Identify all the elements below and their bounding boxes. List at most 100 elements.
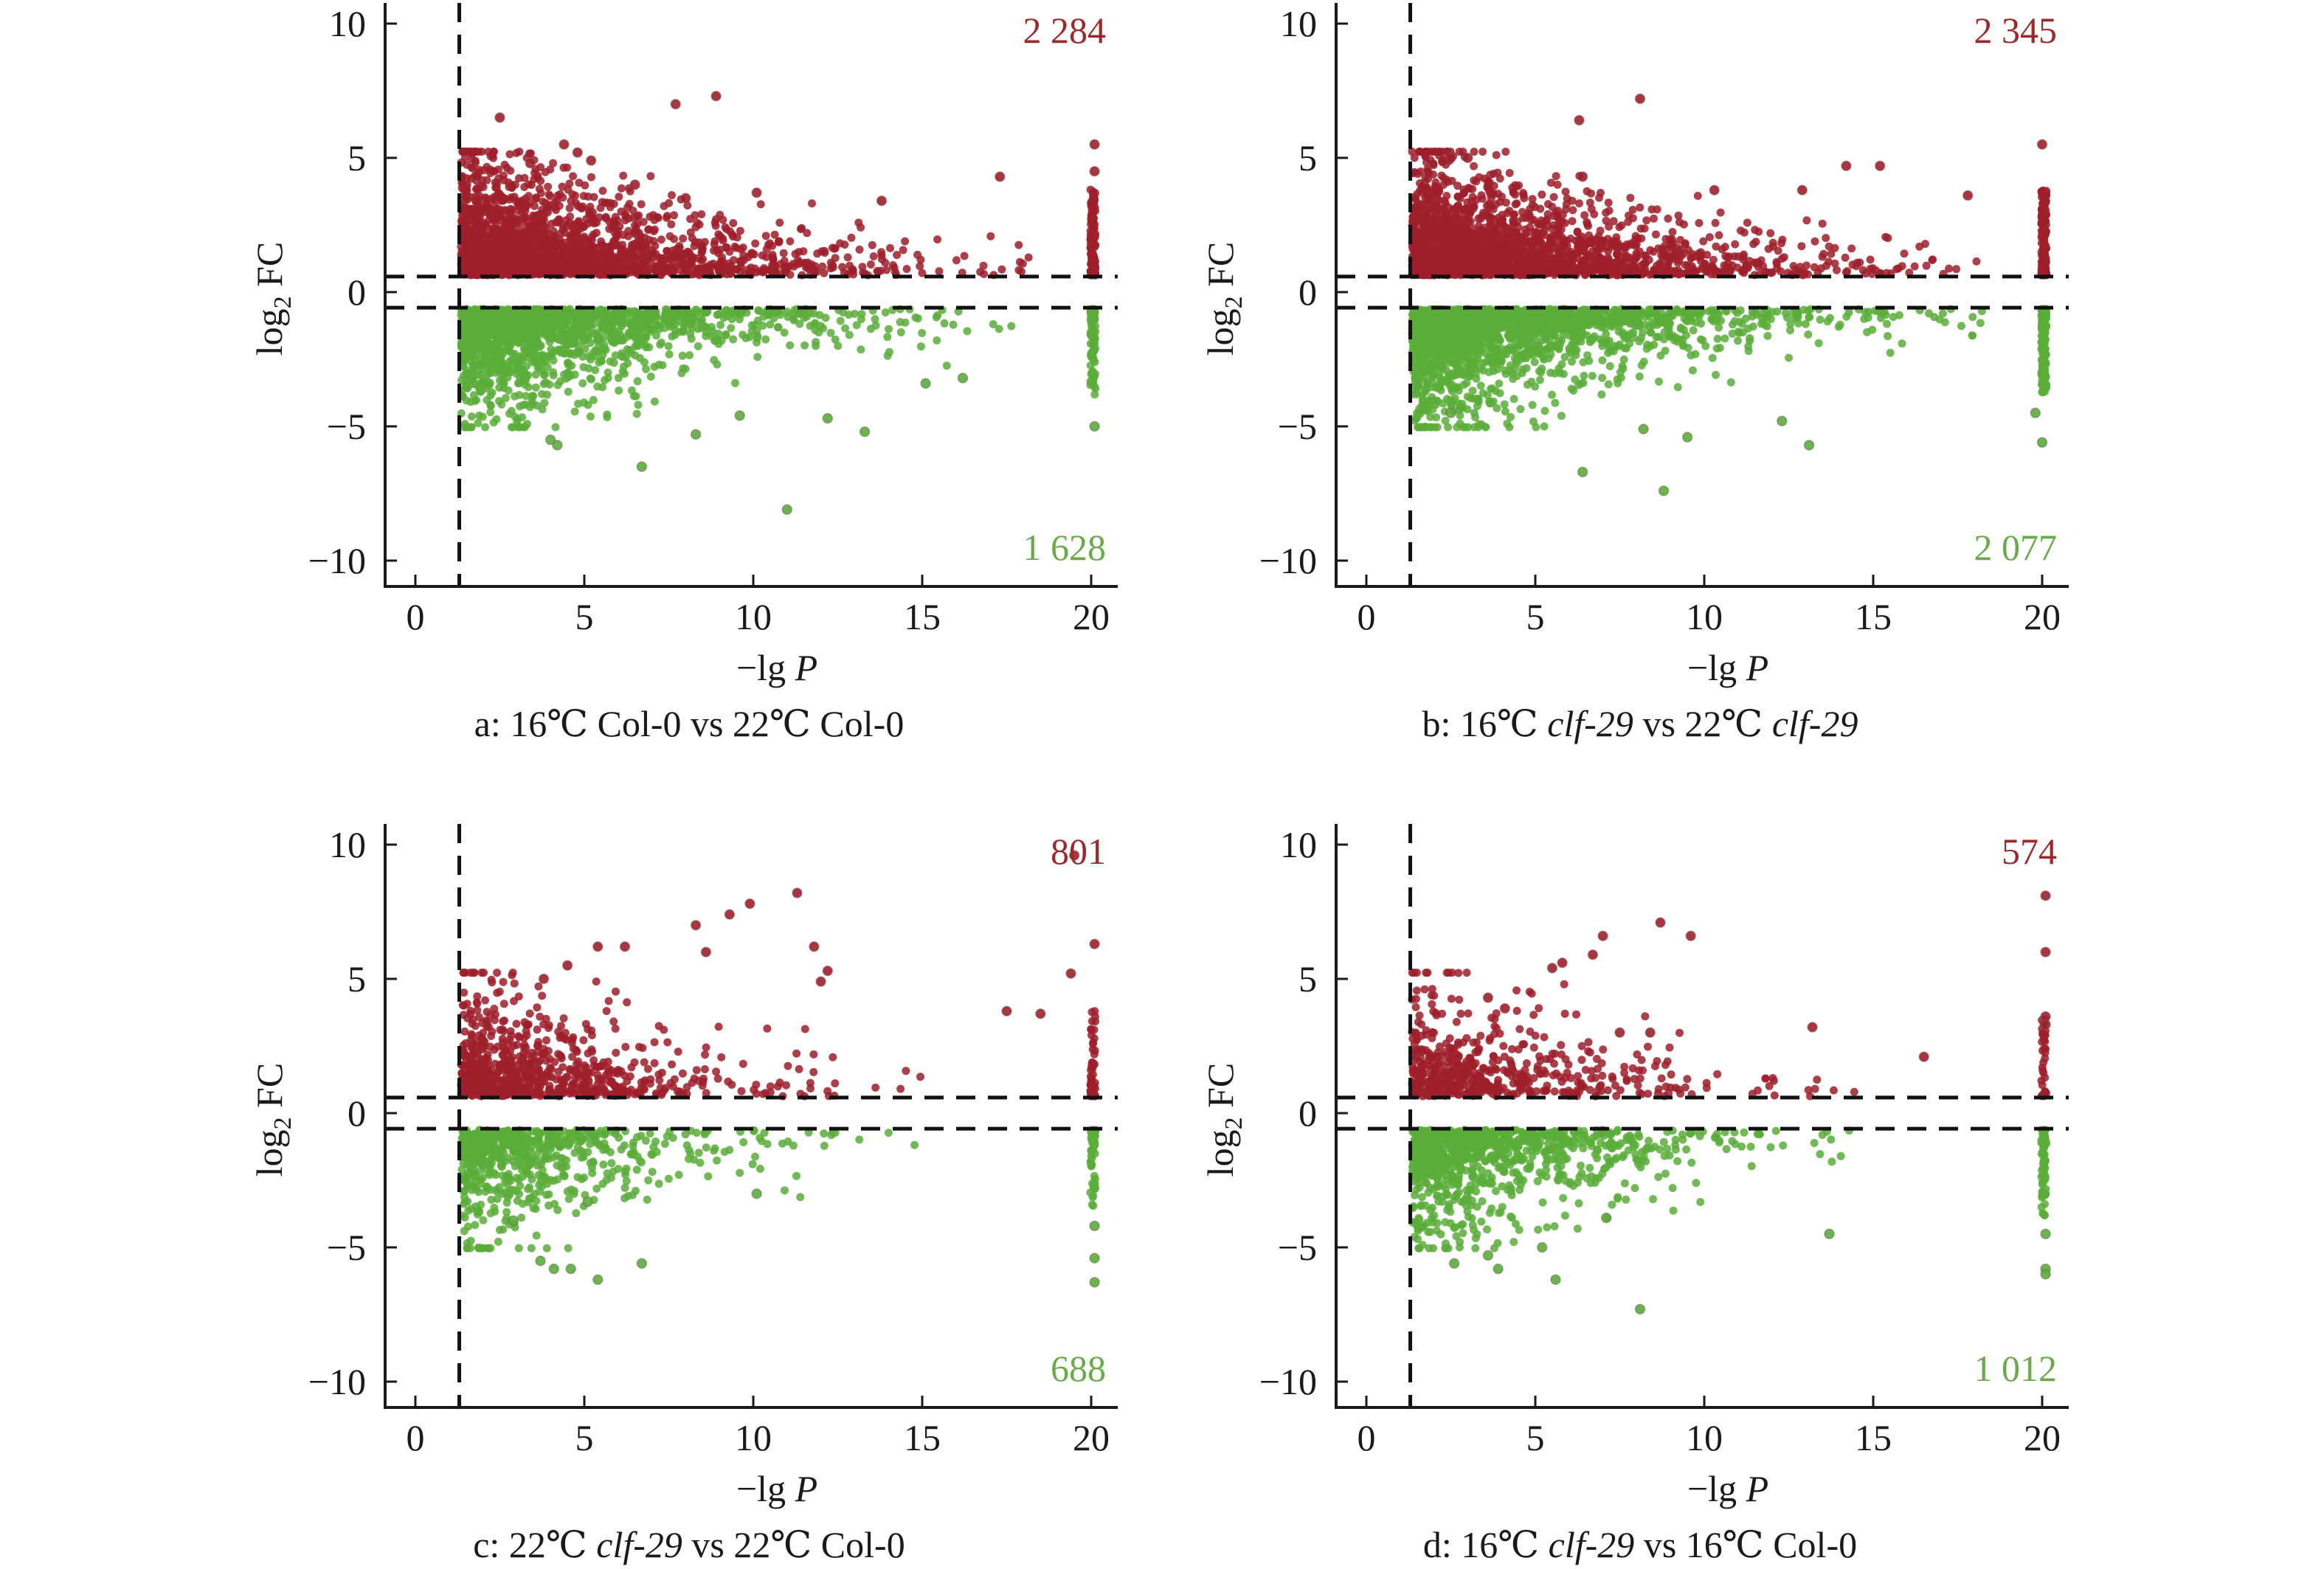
- point-up: [796, 225, 805, 233]
- x-tick-label: 0: [407, 596, 425, 637]
- point-down: [485, 319, 494, 328]
- point-down: [857, 345, 865, 354]
- point-up: [619, 231, 627, 239]
- point-up: [901, 237, 910, 246]
- point-up: [716, 210, 724, 219]
- point-up: [598, 187, 607, 195]
- point-up: [694, 264, 702, 273]
- point-up: [463, 185, 471, 194]
- point-up: [649, 227, 658, 235]
- point-down-outlier: [859, 426, 871, 437]
- point-down: [556, 377, 564, 386]
- point-down: [671, 330, 679, 339]
- point-up: [836, 239, 845, 248]
- point-down: [845, 330, 854, 339]
- point-down: [650, 397, 659, 406]
- point-up: [848, 265, 857, 274]
- point-up: [1086, 235, 1095, 244]
- series-down-regulated: [457, 305, 1100, 516]
- point-down: [739, 330, 747, 339]
- point-up: [1602, 216, 1611, 225]
- point-down: [519, 423, 528, 432]
- series-up-regulated: [457, 91, 1100, 280]
- point-up: [467, 148, 476, 156]
- point-down: [753, 333, 761, 342]
- point-down: [571, 314, 580, 322]
- point-down: [466, 398, 475, 406]
- point-up: [695, 221, 704, 229]
- point-up: [902, 265, 911, 274]
- point-up: [653, 212, 662, 221]
- point-up-outlier: [710, 91, 722, 102]
- point-up: [1847, 244, 1856, 253]
- point-up: [511, 214, 519, 223]
- point-up: [589, 208, 597, 217]
- point-down: [612, 316, 621, 325]
- point-up: [688, 253, 697, 262]
- point-down-outlier: [734, 410, 745, 421]
- point-down: [679, 328, 688, 336]
- point-up: [561, 229, 570, 237]
- point-up: [649, 249, 657, 257]
- point-up: [637, 200, 646, 209]
- point-up: [470, 208, 479, 217]
- point-up: [471, 171, 480, 180]
- point-down: [657, 339, 665, 347]
- point-up: [651, 241, 660, 250]
- point-up: [857, 223, 865, 232]
- point-up: [500, 225, 509, 234]
- point-down: [538, 389, 547, 398]
- point-up: [460, 262, 469, 271]
- point-down: [710, 336, 719, 345]
- point-down: [507, 406, 516, 415]
- point-up: [1089, 193, 1098, 201]
- point-up: [986, 232, 995, 240]
- point-up: [731, 265, 740, 274]
- point-up: [1910, 262, 1919, 271]
- point-up: [675, 249, 684, 258]
- point-up-outlier: [585, 155, 597, 166]
- point-up: [611, 262, 620, 271]
- point-up: [855, 245, 864, 254]
- point-down: [589, 395, 598, 404]
- point-down: [531, 370, 540, 379]
- point-up: [667, 220, 676, 229]
- point-down: [476, 316, 485, 325]
- point-down: [547, 344, 556, 353]
- point-up: [724, 259, 733, 268]
- point-up-outlier: [525, 158, 536, 169]
- point-up: [1580, 211, 1589, 220]
- point-down: [594, 336, 603, 345]
- point-up: [622, 265, 631, 274]
- point-up: [527, 149, 535, 158]
- point-up: [602, 255, 611, 264]
- point-down: [664, 342, 673, 350]
- point-down-outlier: [781, 504, 793, 516]
- point-down: [604, 368, 612, 377]
- point-up: [581, 253, 589, 262]
- point-down: [578, 353, 587, 361]
- point-up: [730, 242, 739, 251]
- point-down: [651, 331, 660, 340]
- point-up: [1797, 242, 1806, 251]
- point-up: [808, 199, 816, 208]
- point-up: [578, 202, 587, 211]
- point-up: [553, 191, 562, 200]
- point-up: [480, 249, 489, 258]
- point-up: [739, 251, 748, 260]
- point-down: [528, 350, 536, 359]
- point-up: [873, 266, 882, 275]
- point-up: [1087, 260, 1096, 269]
- point-down: [803, 312, 812, 321]
- point-down: [716, 321, 725, 329]
- point-down: [508, 349, 516, 358]
- point-down: [477, 370, 485, 378]
- point-up: [770, 230, 779, 239]
- point-down: [530, 314, 539, 322]
- point-down: [564, 387, 573, 396]
- point-down: [784, 313, 792, 322]
- point-up: [1811, 237, 1819, 246]
- point-down: [513, 379, 522, 387]
- point-down: [468, 412, 476, 421]
- point-up: [739, 243, 747, 252]
